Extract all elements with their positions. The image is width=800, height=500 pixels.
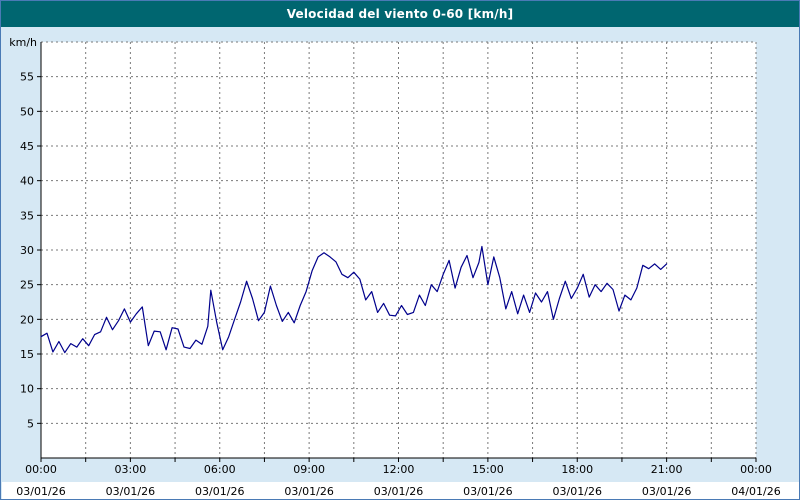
svg-text:20: 20 [20, 313, 34, 326]
x-tick-date: 03/01/26 [553, 485, 602, 498]
x-tick-time: 15:00 [472, 463, 504, 476]
footer-strip [2, 482, 799, 499]
svg-text:30: 30 [20, 244, 34, 257]
x-tick-time: 09:00 [293, 463, 325, 476]
x-tick-date: 03/01/26 [284, 485, 333, 498]
wind-speed-line [40, 245, 668, 354]
x-axis-labels: 00:00 03/01/26 03:00 03/01/26 06:00 03/01/26 0… [16, 463, 780, 498]
svg-text:55: 55 [20, 71, 34, 84]
svg-text:10: 10 [20, 383, 34, 396]
x-tick-time: 06:00 [204, 463, 236, 476]
x-tick-time: 00:00 [740, 463, 772, 476]
x-tick-time: 00:00 [25, 463, 57, 476]
x-tick-date: 03/01/26 [16, 485, 65, 498]
svg-text:50: 50 [20, 105, 34, 118]
svg-text:40: 40 [20, 175, 34, 188]
x-tick-time: 12:00 [383, 463, 415, 476]
svg-text:45: 45 [20, 140, 34, 153]
wind-speed-chart: 5 10 15 20 25 30 35 40 45 50 55 km/h 00:00 03/01/26 03… [2, 36, 799, 499]
x-tick-date: 03/01/26 [642, 485, 691, 498]
y-axis-unit-label: km/h [9, 36, 37, 49]
chart-title: Velocidad del viento 0-60 [km/h] [286, 7, 514, 21]
x-tick-date: 03/01/26 [106, 485, 155, 498]
x-tick-date: 03/01/26 [374, 485, 423, 498]
svg-text:25: 25 [20, 279, 34, 292]
axes [37, 42, 757, 462]
x-tick-time: 18:00 [561, 463, 593, 476]
svg-text:5: 5 [27, 417, 34, 430]
x-tick-time: 03:00 [115, 463, 147, 476]
grid-lines [41, 41, 757, 458]
svg-text:35: 35 [20, 209, 34, 222]
title-bar: Velocidad del viento 0-60 [km/h] [1, 1, 799, 27]
x-tick-date: 03/01/26 [463, 485, 512, 498]
x-tick-time: 21:00 [651, 463, 683, 476]
x-tick-date: 03/01/26 [195, 485, 244, 498]
x-tick-date: 04/01/26 [731, 485, 780, 498]
plot-area [41, 42, 756, 458]
svg-text:15: 15 [20, 348, 34, 361]
y-axis-labels: 5 10 15 20 25 30 35 40 45 50 55 km/h [9, 36, 37, 430]
